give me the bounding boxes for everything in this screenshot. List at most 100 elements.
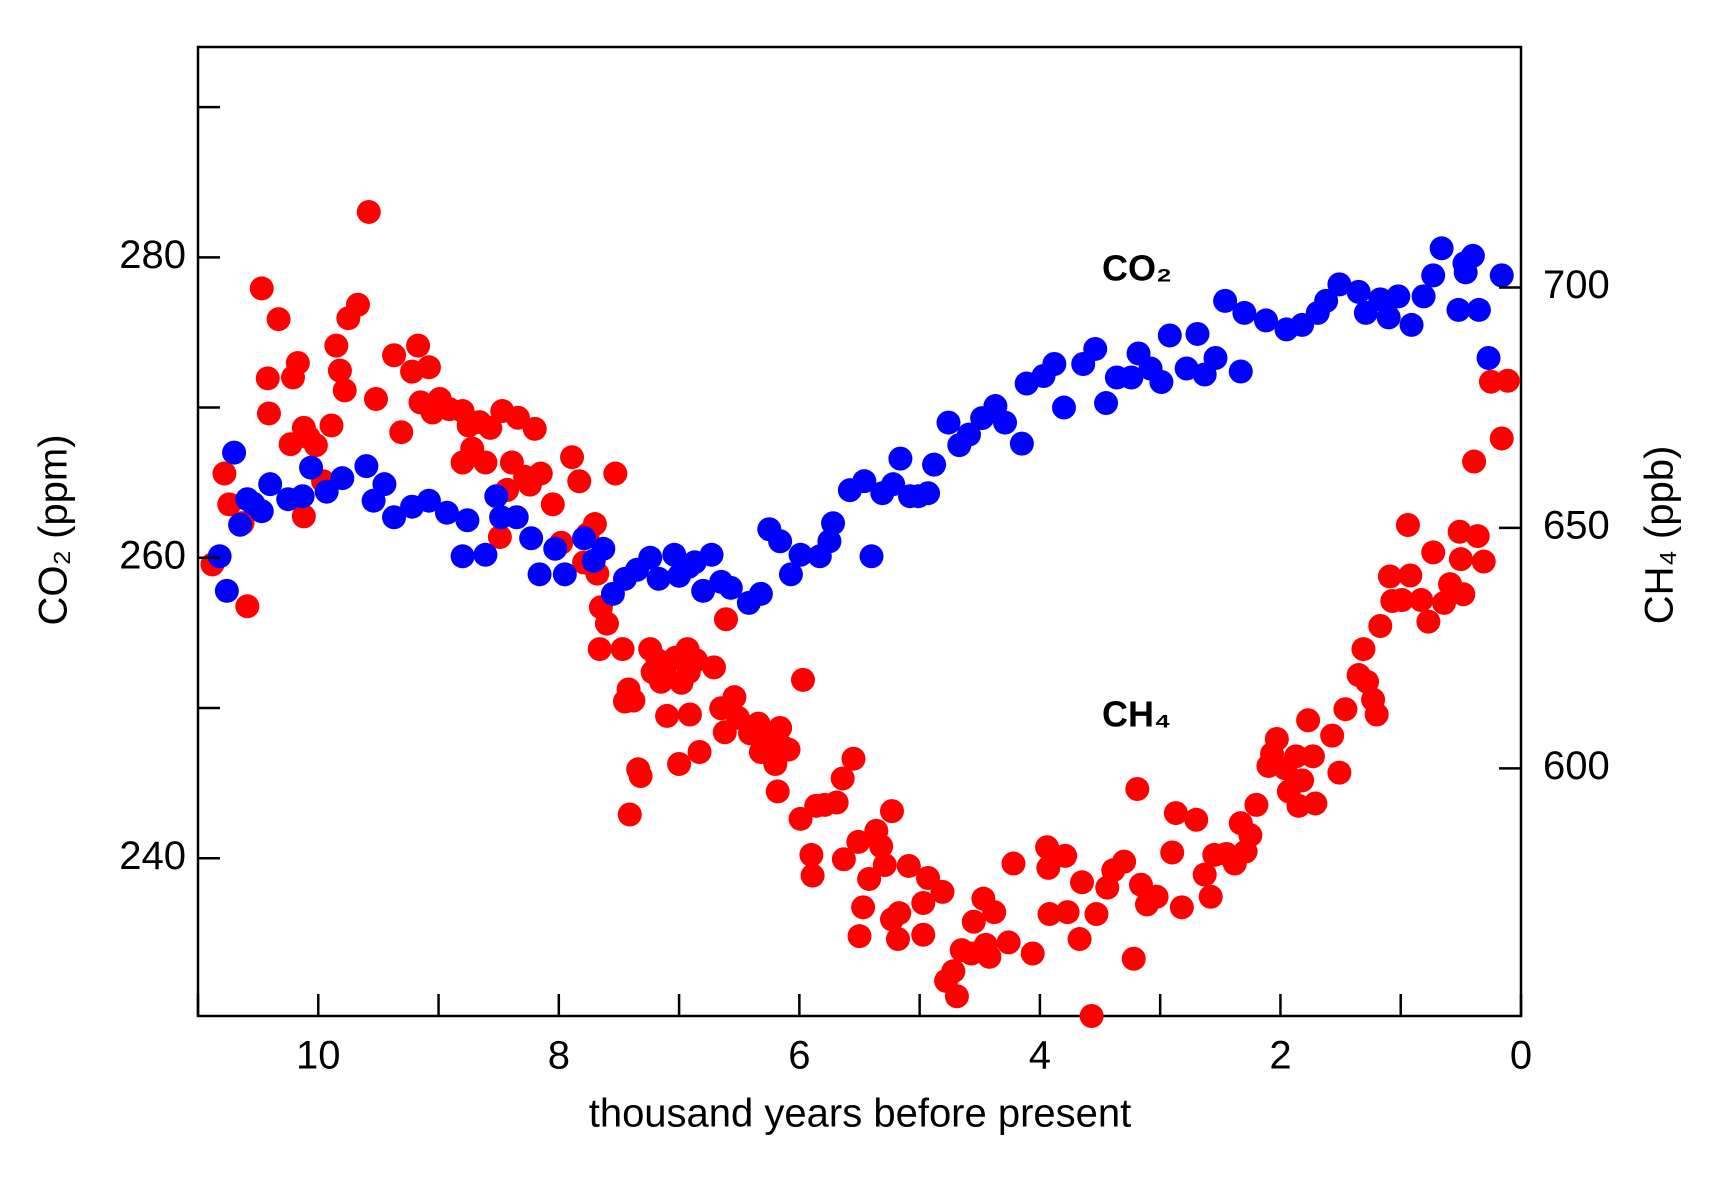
point — [768, 715, 793, 740]
point — [655, 703, 680, 728]
point — [212, 461, 237, 486]
point — [941, 959, 966, 984]
point — [572, 526, 597, 551]
point — [722, 685, 747, 710]
point — [1144, 884, 1169, 909]
point — [977, 944, 1002, 969]
y2-tick-label: 600 — [1543, 744, 1610, 788]
point — [552, 562, 577, 587]
point — [1300, 744, 1325, 769]
point — [519, 526, 544, 551]
point — [1228, 359, 1253, 384]
point — [701, 655, 726, 680]
point — [944, 984, 969, 1009]
point — [847, 924, 872, 949]
x-tick-label: 0 — [1510, 1034, 1532, 1078]
point — [765, 779, 790, 804]
point — [1333, 697, 1358, 722]
point — [603, 461, 628, 486]
point — [1169, 895, 1194, 920]
x-axis-label: thousand years before present — [589, 1092, 1132, 1136]
point — [691, 578, 716, 603]
point — [982, 900, 1007, 925]
point — [504, 505, 529, 530]
point — [543, 536, 568, 561]
point — [790, 667, 815, 692]
y-tick-label: 280 — [119, 233, 186, 277]
point — [1198, 884, 1223, 909]
point — [258, 472, 283, 497]
point — [683, 648, 708, 673]
point — [1254, 308, 1279, 333]
point — [1448, 547, 1473, 572]
point — [1462, 449, 1487, 474]
point — [911, 922, 936, 947]
point — [299, 455, 324, 480]
point — [916, 481, 941, 506]
point — [249, 499, 274, 524]
point — [1067, 927, 1092, 952]
point — [1327, 272, 1352, 297]
point — [859, 544, 884, 569]
point — [1174, 356, 1199, 381]
point — [217, 492, 242, 517]
point — [936, 410, 961, 435]
plot-frame — [196, 45, 1523, 1018]
point — [1411, 284, 1436, 309]
point — [1465, 524, 1490, 549]
point — [1386, 284, 1411, 309]
point — [1296, 708, 1321, 733]
point — [1320, 723, 1345, 748]
x-tick-label: 6 — [788, 1034, 810, 1078]
point — [1042, 351, 1067, 376]
point — [1421, 540, 1446, 565]
point — [1453, 260, 1478, 285]
point — [372, 472, 397, 497]
point — [888, 446, 913, 471]
point — [699, 542, 724, 567]
point — [1395, 513, 1420, 538]
point — [1451, 582, 1476, 607]
point — [1157, 323, 1182, 348]
point — [222, 440, 247, 465]
point — [473, 542, 498, 567]
point — [1213, 288, 1238, 313]
point — [1001, 851, 1026, 876]
point — [1314, 288, 1339, 313]
y-axis-label: CO₂ (ppm) — [32, 434, 76, 625]
point — [1083, 336, 1108, 361]
point — [528, 461, 553, 486]
point — [285, 350, 310, 375]
point — [687, 739, 712, 764]
point — [778, 562, 803, 587]
point — [628, 764, 653, 789]
marks — [200, 199, 1520, 1028]
point — [1368, 613, 1393, 638]
point — [406, 333, 431, 358]
point — [249, 276, 274, 301]
point — [638, 545, 663, 570]
point — [560, 445, 585, 470]
point — [1377, 564, 1402, 589]
point — [434, 500, 459, 525]
point — [800, 863, 825, 888]
point — [1203, 345, 1228, 370]
point — [319, 413, 344, 438]
point — [587, 637, 612, 662]
point — [1053, 843, 1078, 868]
point — [667, 752, 692, 777]
point — [1421, 263, 1446, 288]
point — [527, 562, 552, 587]
point — [1192, 862, 1217, 887]
point — [290, 484, 315, 509]
point — [821, 511, 846, 536]
point — [473, 450, 498, 475]
y2-axis-label: CH₄ (ppb) — [1638, 446, 1682, 625]
point — [1036, 855, 1061, 880]
point — [1264, 727, 1289, 752]
point — [594, 611, 619, 636]
point — [324, 333, 349, 358]
point — [278, 432, 303, 457]
point — [487, 525, 512, 550]
point — [303, 433, 328, 458]
